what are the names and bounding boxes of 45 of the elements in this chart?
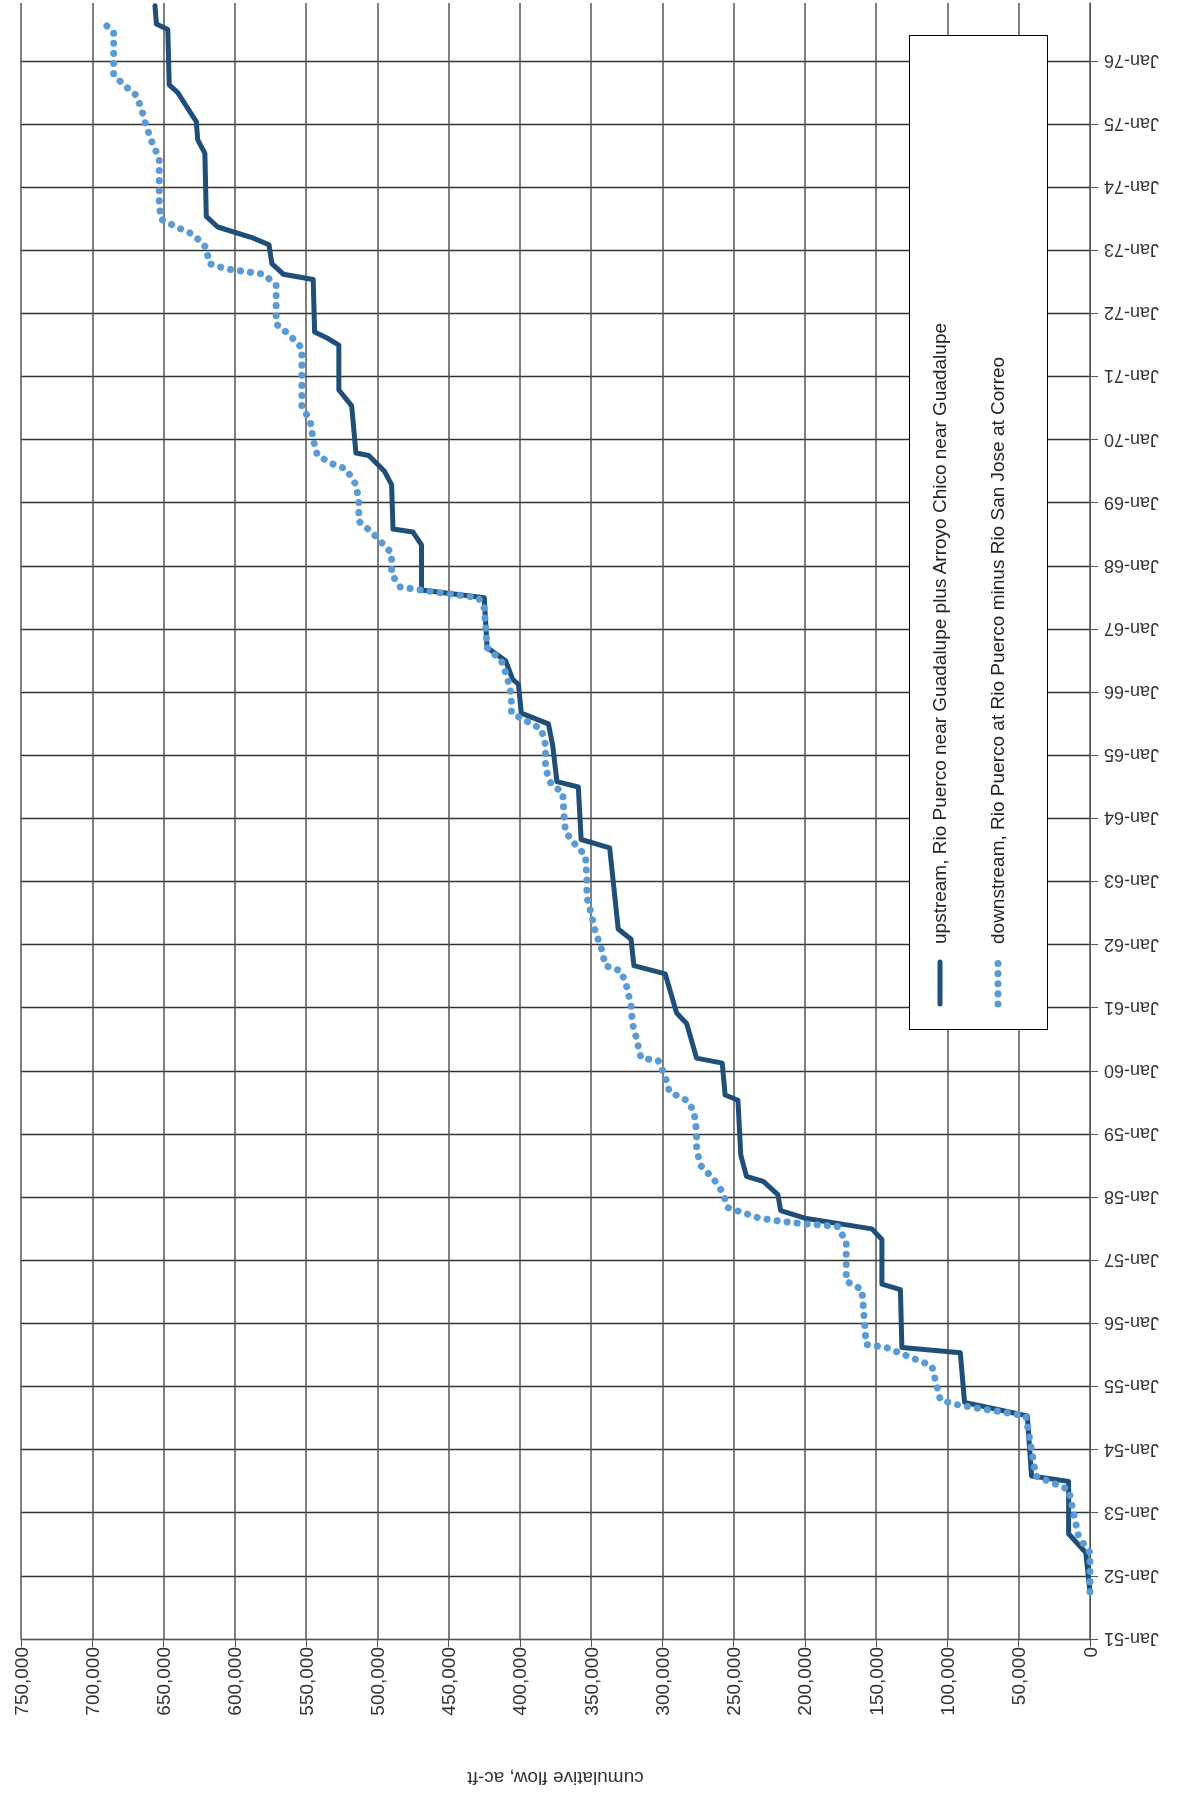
x-tick-label: 700,000 (81, 1647, 103, 1716)
x-tick-label: 0 (1079, 1647, 1101, 1658)
y-tick-label: Jan-54 (1104, 1439, 1160, 1460)
y-tick-label: Jan-62 (1104, 934, 1160, 955)
x-tick-label: 350,000 (580, 1647, 602, 1716)
x-tick-label: 550,000 (295, 1647, 317, 1716)
x-tick-label: 600,000 (224, 1647, 246, 1716)
y-tick-label: Jan-61 (1104, 997, 1160, 1018)
y-tick-label: Jan-52 (1104, 1565, 1160, 1586)
y-tick-label: Jan-58 (1104, 1187, 1160, 1208)
y-tick-label: Jan-66 (1104, 682, 1160, 703)
x-tick-label: 450,000 (438, 1647, 460, 1716)
x-tick-label: 50,000 (1008, 1647, 1030, 1706)
y-tick-label: Jan-59 (1104, 1123, 1160, 1144)
y-tick-label: Jan-72 (1104, 303, 1160, 324)
y-tick-label: Jan-57 (1104, 1250, 1160, 1271)
x-tick-label: 400,000 (509, 1647, 531, 1716)
y-tick-label: Jan-73 (1104, 240, 1160, 261)
x-tick-label: 300,000 (651, 1647, 673, 1716)
y-tick-label: Jan-51 (1104, 1629, 1160, 1649)
x-tick-label: 200,000 (794, 1647, 816, 1716)
x-tick-label: 650,000 (153, 1647, 175, 1716)
y-tick-label: Jan-67 (1104, 618, 1160, 639)
y-tick-label: Jan-74 (1104, 177, 1160, 198)
x-tick-label: 750,000 (10, 1647, 32, 1716)
y-tick-label: Jan-68 (1104, 555, 1160, 576)
y-tick-label: Jan-55 (1104, 1376, 1160, 1397)
y-tick-label: Jan-53 (1104, 1502, 1160, 1523)
y-tick-label: Jan-70 (1104, 429, 1160, 450)
y-tick-label: Jan-64 (1104, 808, 1160, 829)
y-tick-label: Jan-56 (1104, 1313, 1160, 1334)
x-tick-label: 150,000 (865, 1647, 887, 1716)
x-axis-title: cumulative flow, ac-ft (466, 1768, 644, 1789)
text: downstream, Rio Puerco at Rio Puerco minus Rio San Jose at Correo (987, 356, 1009, 944)
x-tick-label: 250,000 (723, 1647, 745, 1716)
y-tick-label: Jan-63 (1104, 871, 1160, 892)
y-tick-label: Jan-76 (1104, 50, 1160, 71)
y-tick-label: Jan-71 (1104, 366, 1160, 387)
y-tick-label: Jan-65 (1104, 745, 1160, 766)
y-tick-label: Jan-75 (1104, 113, 1160, 134)
x-tick-label: 500,000 (366, 1647, 388, 1716)
text: upstream, Rio Puerco near Guadalupe plus Arroyo Chico near Guadalupe (929, 322, 951, 944)
y-tick-label: Jan-60 (1104, 1060, 1160, 1081)
y-tick-label: Jan-69 (1104, 492, 1160, 513)
x-tick-label: 100,000 (936, 1647, 958, 1716)
